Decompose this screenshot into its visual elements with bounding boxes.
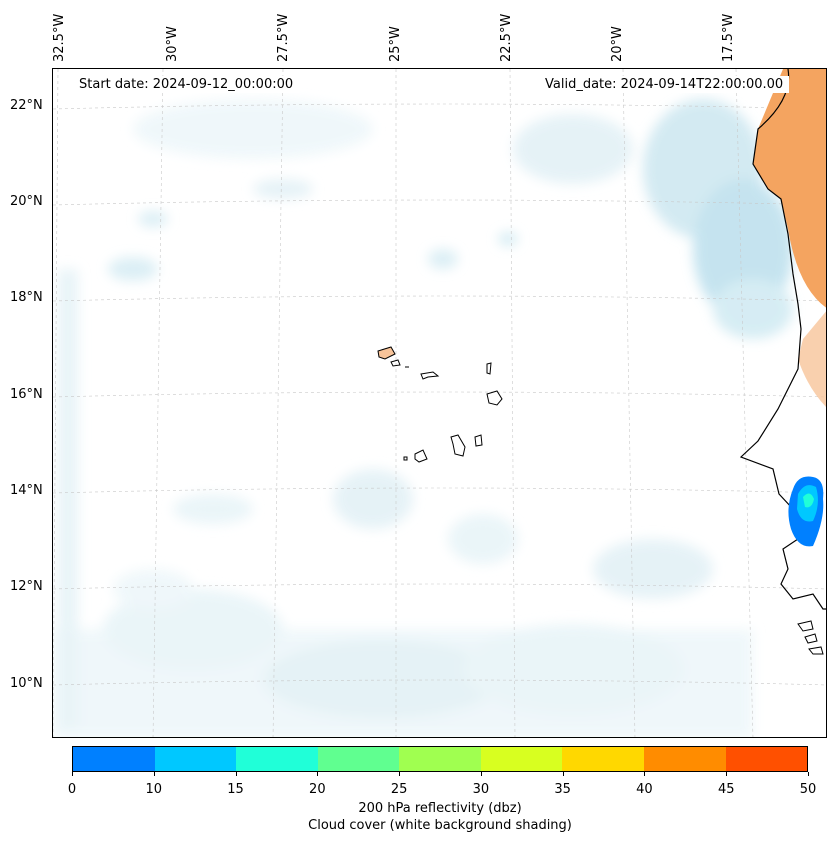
colorbar-tick-label: 45 (717, 782, 735, 797)
reflectivity-colorbar (72, 746, 808, 772)
colorbar-tick-mark (480, 772, 482, 776)
colorbar-tick-mark (562, 772, 564, 776)
colorbar-tick-mark (808, 772, 809, 776)
colorbar-tick-label: 15 (227, 782, 244, 797)
colorbar-tick-label: 0 (67, 782, 77, 797)
colorbar-tick-mark (235, 772, 237, 776)
colorbar-tick-mark (153, 772, 155, 776)
lat-label-22n: 22°N (10, 98, 43, 113)
colorbar-segment (480, 747, 563, 771)
lon-label-32-5w: 32.5°W (52, 13, 67, 62)
colorbar-tick-mark (399, 772, 401, 776)
colorbar-segment (317, 747, 400, 771)
colorbar-tick-label: 20 (309, 782, 326, 797)
lat-label-12n: 12°N (10, 579, 43, 594)
valid-date-label: Valid_date: 2024-09-14T22:00:00.00 (539, 76, 790, 93)
colorbar-tick-label: 30 (472, 782, 490, 797)
lat-label-14n: 14°N (10, 483, 43, 498)
africa-coastline (739, 69, 826, 610)
colorbar-tick-label: 40 (636, 782, 653, 797)
map-panel[interactable] (52, 68, 827, 738)
lon-label-30w: 30°W (165, 26, 180, 62)
cape-verde-islands (377, 346, 503, 463)
colorbar-tick-label: 10 (145, 782, 163, 797)
colorbar-subtitle: Cloud cover (white background shading) (308, 818, 572, 833)
colorbar-segment (725, 747, 808, 771)
colorbar-tick-mark (726, 772, 728, 776)
colorbar-tick-mark (72, 772, 73, 776)
colorbar-segment (236, 747, 318, 771)
lon-label-25w: 25°W (388, 26, 403, 62)
colorbar-tick-label: 50 (799, 782, 817, 797)
graticule (53, 69, 826, 737)
colorbar-segment (562, 747, 644, 771)
lat-label-18n: 18°N (10, 290, 43, 305)
colorbar-tick-label: 25 (390, 782, 408, 797)
colorbar-tick-mark (317, 772, 319, 776)
colorbar-segment (399, 747, 481, 771)
cloud-cover-shading (53, 99, 793, 737)
lon-label-17-5w: 17.5°W (721, 13, 736, 62)
lat-label-16n: 16°N (10, 387, 43, 402)
map-canvas (53, 69, 826, 737)
colorbar-tick-mark (644, 772, 646, 776)
lon-label-22-5w: 22.5°W (499, 13, 514, 62)
reflectivity-cell (788, 476, 824, 547)
coastal-islands (797, 620, 824, 655)
lat-label-20n: 20°N (10, 194, 43, 209)
colorbar-segment (73, 747, 155, 771)
colorbar-segment (154, 747, 237, 771)
colorbar-segment (643, 747, 726, 771)
lat-label-10n: 10°N (10, 676, 43, 691)
colorbar-title: 200 hPa reflectivity (dbz) (358, 801, 522, 816)
colorbar-tick-label: 35 (554, 782, 571, 797)
start-date-label: Start date: 2024-09-12_00:00:00 (73, 76, 300, 93)
lon-label-27-5w: 27.5°W (276, 13, 291, 62)
lon-label-20w: 20°W (610, 26, 625, 62)
